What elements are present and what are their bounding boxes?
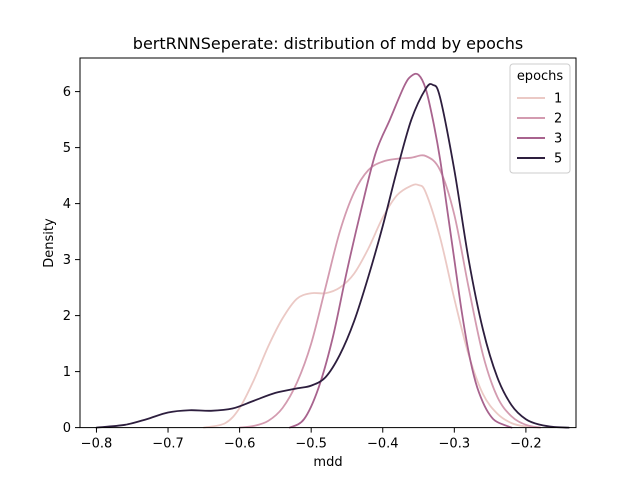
y-tick-label: 3: [63, 253, 71, 268]
y-tick-label: 0: [63, 421, 71, 436]
chart-title: bertRNNSeperate: distribution of mdd by …: [133, 34, 523, 53]
x-tick-label: −0.5: [295, 437, 327, 452]
plot-area: [95, 72, 570, 429]
legend: epochs 1 2 3 5: [509, 63, 571, 174]
series-line-epochs-2: [238, 154, 542, 429]
x-axis-label: mdd: [313, 455, 342, 470]
x-tick-label: −0.3: [439, 437, 471, 452]
legend-label-5: 5: [554, 152, 562, 167]
legend-label-2: 2: [554, 112, 562, 127]
legend-label-3: 3: [554, 132, 562, 147]
y-axis-label: Density: [42, 218, 57, 268]
legend-label-1: 1: [554, 92, 562, 107]
x-tick-label: −0.2: [510, 437, 542, 452]
x-tick-label: −0.8: [81, 437, 113, 452]
x-tick-label: −0.7: [152, 437, 184, 452]
x-tick-label: −0.4: [367, 437, 399, 452]
y-tick-label: 2: [63, 309, 71, 324]
series-line-epochs-5: [95, 83, 570, 429]
y-tick-label: 1: [63, 365, 71, 380]
plot-frame: [79, 57, 577, 429]
series-line-epochs-1: [202, 183, 542, 429]
y-tick-label: 5: [63, 141, 71, 156]
y-tick-label: 6: [63, 85, 71, 100]
legend-title: epochs: [517, 69, 564, 84]
x-tick-label: −0.6: [224, 437, 256, 452]
y-tick-label: 4: [63, 197, 71, 212]
axes: −0.8 −0.7 −0.6 −0.5 −0.4 −0.3 −0.2 0 1 2 3 4 5 6: [63, 85, 542, 452]
